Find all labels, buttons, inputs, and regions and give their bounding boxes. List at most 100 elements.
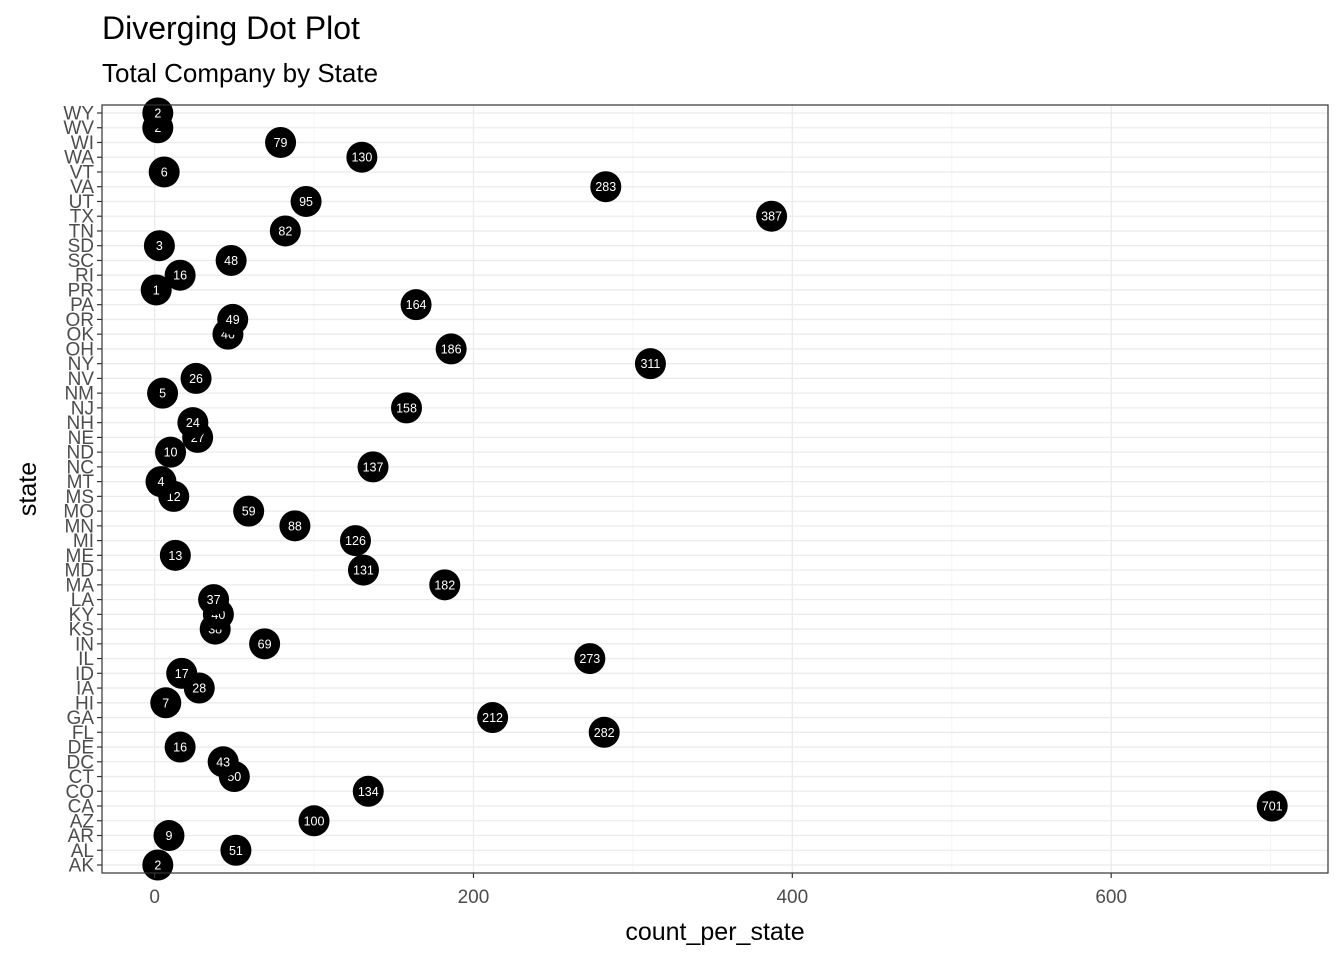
y-tick-label: GA [67,708,95,729]
data-point [217,303,249,335]
panel-border [101,104,1329,874]
data-label: 51 [229,844,243,858]
y-tick-label: PR [68,280,94,301]
data-label: 2 [154,859,161,873]
chart-subtitle: Total Company by State [102,58,379,88]
y-tick-label: SC [68,251,94,272]
data-point [400,289,432,321]
y-tick-label: AR [68,826,94,847]
y-tick-label: NJ [71,398,94,419]
data-label: 79 [274,136,288,150]
data-point [269,215,301,247]
data-label: 82 [278,224,292,238]
y-tick-label: WA [64,148,94,169]
data-label: 5 [159,387,166,401]
data-point [249,628,281,660]
data-label: 126 [345,534,366,548]
y-tick-label: WV [63,118,94,139]
plot-panel [102,105,1328,873]
data-point [164,259,196,291]
data-point [140,274,172,306]
chart-title: Diverging Dot Plot [102,10,360,46]
y-tick-label: AZ [70,811,95,832]
y-tick-label: NC [67,457,94,478]
data-label: 13 [168,549,182,563]
x-axis: 0 200 400 600 [149,873,1127,908]
y-tick-label: WI [71,133,94,154]
data-label: 164 [406,298,427,312]
y-tick-label: CO [66,782,95,803]
y-tick-label: UT [69,192,95,213]
y-tick-label: NM [64,384,94,405]
data-point [143,230,175,262]
data-label: 1 [153,283,160,297]
data-point [298,805,330,837]
data-point [346,141,378,173]
data-label: 17 [175,667,189,681]
data-point [198,584,230,616]
x-tick-label: 600 [1095,887,1127,908]
data-label: 95 [299,195,313,209]
data-point [429,569,461,601]
y-tick-label: AK [69,856,95,877]
data-label: 3 [156,239,163,253]
y-tick-label: NY [68,354,95,375]
data-point [756,200,788,232]
data-label: 9 [165,829,172,843]
data-label: 10 [164,446,178,460]
data-point [1256,790,1288,822]
data-label: 100 [304,814,325,828]
data-point [352,775,384,807]
grid-lines [102,105,1328,873]
data-label: 48 [224,254,238,268]
data-label: 69 [258,637,272,651]
data-label: 2 [154,107,161,121]
y-tick-label: IL [78,649,94,670]
data-point [347,554,379,586]
data-point [233,495,265,527]
data-point [164,731,196,763]
y-tick-label: OK [67,325,95,346]
y-tick-label: OH [66,339,95,360]
y-tick-label: CT [69,767,95,788]
data-point [279,510,311,542]
y-tick-label: TX [70,207,95,228]
y-tick-label: VT [70,162,95,183]
data-label: 37 [207,593,221,607]
data-label: 4 [158,475,165,489]
data-point [220,834,252,866]
data-label: 26 [189,372,203,386]
data-point [357,451,389,483]
y-tick-label: MS [66,487,95,508]
y-tick-label: CA [68,797,95,818]
y-tick-label: NH [67,413,94,434]
y-tick-label: ND [67,443,94,464]
y-tick-label: AL [71,841,94,862]
y-tick-label: OR [66,310,95,331]
data-label: 282 [594,726,615,740]
y-tick-label: MI [73,531,94,552]
data-point [166,657,198,689]
y-tick-label: MO [63,502,94,523]
data-point [177,407,209,439]
data-point [339,525,371,557]
y-tick-label: VA [70,177,94,198]
y-tick-label: IA [76,679,94,700]
y-tick-label: PA [70,295,94,316]
x-tick-label: 400 [776,887,808,908]
y-tick-label: NV [68,369,95,390]
y-tick-label: SD [68,236,94,257]
data-label: 283 [595,180,616,194]
data-label: 131 [353,564,374,578]
y-tick-label: ME [66,546,95,567]
y-tick-label: RI [75,266,94,287]
data-point [147,377,179,409]
y-tick-label: FL [72,723,94,744]
y-tick-label: IN [75,634,94,655]
data-label: 28 [192,682,206,696]
data-label: 88 [288,519,302,533]
data-point [145,466,177,498]
data-point [150,687,182,719]
y-tick-label: LA [71,590,95,611]
